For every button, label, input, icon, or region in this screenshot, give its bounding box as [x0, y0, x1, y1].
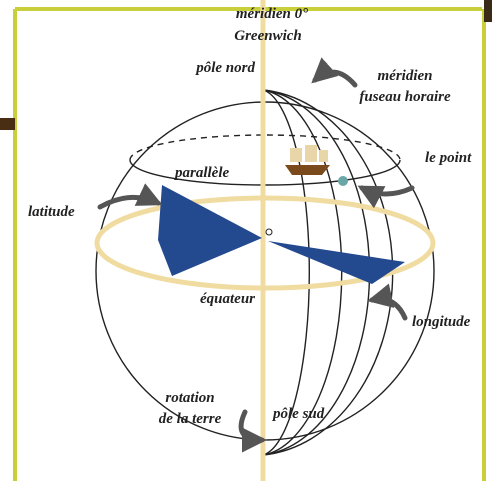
label: rotation: [165, 390, 214, 406]
label: de la terre: [159, 411, 222, 427]
longitude-wedge: [268, 241, 405, 284]
label: latitude: [28, 204, 75, 220]
ship-icon: [285, 145, 330, 175]
center: [266, 229, 272, 235]
label: fuseau horaire: [359, 89, 451, 105]
point-marker: [338, 176, 348, 186]
label: méridien: [378, 68, 433, 84]
label: pôle sud: [271, 406, 325, 422]
label: Greenwich: [234, 28, 302, 44]
globe-diagram: méridien 0° Greenwich pôle nord méridien…: [0, 0, 492, 481]
label: pôle nord: [194, 60, 255, 76]
label: méridien 0°: [236, 6, 308, 22]
label: longitude: [412, 314, 471, 330]
label: équateur: [200, 291, 255, 307]
label: le point: [425, 150, 472, 166]
label: parallèle: [173, 165, 229, 181]
